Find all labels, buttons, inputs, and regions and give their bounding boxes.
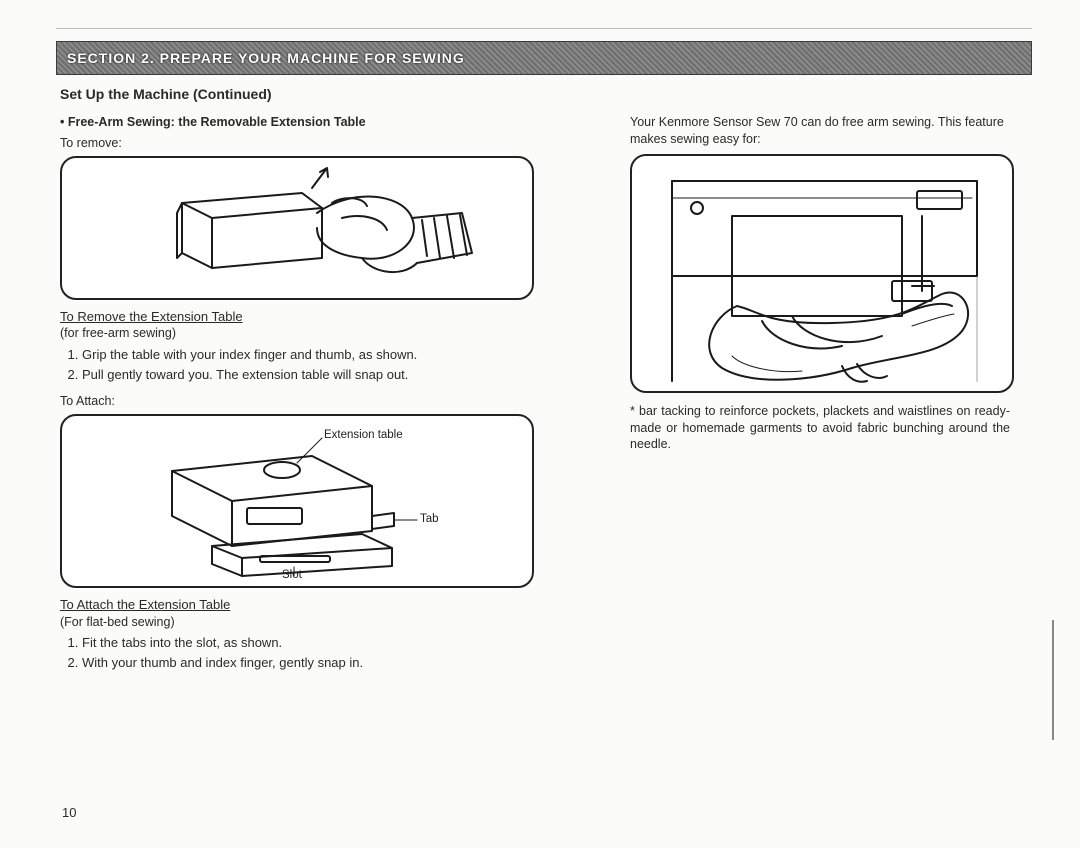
section-header-bar: SECTION 2. PREPARE YOUR MACHINE FOR SEWI… [56,41,1032,75]
callout-slot: Slot [282,568,302,584]
attach-heading: To Attach the Extension Table [60,596,530,614]
attach-steps-list: Fit the tabs into the slot, as shown. Wi… [60,634,530,671]
left-column: • Free-Arm Sewing: the Removable Extensi… [60,114,530,682]
remove-heading-text: To Remove the Extension Table [60,309,243,324]
top-rule [56,28,1032,29]
right-column: Your Kenmore Sensor Sew 70 can do free a… [630,114,1010,682]
callout-extension-table: Extension table [324,428,403,444]
section-header-text: SECTION 2. PREPARE YOUR MACHINE FOR SEWI… [67,49,465,68]
bullet-heading: • Free-Arm Sewing: the Removable Extensi… [60,114,530,131]
freearm-illustration-svg [632,156,1012,391]
attach-illustration-svg [62,416,532,586]
remove-steps-list: Grip the table with your index finger an… [60,346,530,383]
page-subtitle: Set Up the Machine (Continued) [60,85,1032,104]
list-item: Pull gently toward you. The extension ta… [82,366,530,384]
figure-remove-extension [60,156,534,300]
right-intro: Your Kenmore Sensor Sew 70 can do free a… [630,114,1010,148]
remove-sub: (for free-arm sewing) [60,325,530,342]
list-item: With your thumb and index finger, gently… [82,654,530,672]
remove-illustration-svg [62,158,532,298]
scan-edge-artifact [1052,620,1054,740]
list-item: Fit the tabs into the slot, as shown. [82,634,530,652]
figure-attach-extension: Extension table Tab Slot [60,414,534,588]
attach-heading-text: To Attach the Extension Table [60,597,230,612]
two-column-layout: • Free-Arm Sewing: the Removable Extensi… [56,114,1032,682]
page-number: 10 [62,804,76,822]
callout-tab: Tab [420,512,439,528]
to-remove-label: To remove: [60,135,530,152]
figure-free-arm-sewing [630,154,1014,393]
attach-sub: (For flat-bed sewing) [60,614,530,631]
manual-page: SECTION 2. PREPARE YOUR MACHINE FOR SEWI… [0,0,1080,848]
star-note: * bar tacking to reinforce pockets, plac… [630,403,1010,454]
remove-heading: To Remove the Extension Table [60,308,530,326]
list-item: Grip the table with your index finger an… [82,346,530,364]
to-attach-label: To Attach: [60,393,530,410]
